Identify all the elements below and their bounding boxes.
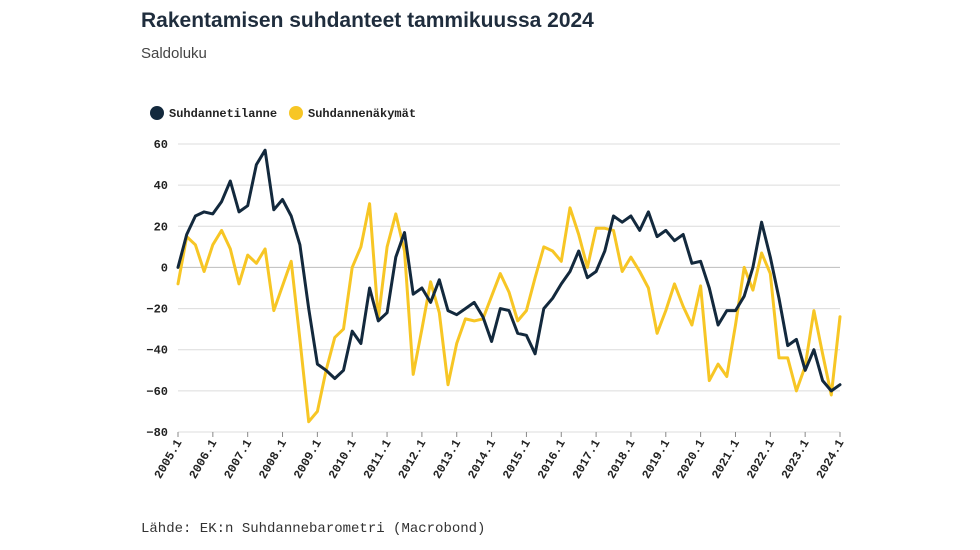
chart-subtitle: Saldoluku [141,45,207,62]
x-tick-label: 2011.1 [361,437,395,481]
legend: Suhdannetilanne Suhdannenäkymät [150,106,416,121]
legend-label-suhdannetilanne: Suhdannetilanne [169,107,277,121]
series-lines [176,148,842,424]
x-tick-label: 2008.1 [256,437,290,481]
y-tick-label: 0 [161,261,168,275]
y-tick-label: −80 [146,426,168,440]
x-tick-label: 2014.1 [465,437,499,481]
x-tick-label: 2016.1 [535,437,569,481]
series-line-suhdannetilanne [176,148,842,393]
x-tick-label: 2013.1 [430,437,464,481]
x-tick-label: 2009.1 [291,437,325,481]
y-tick-label: −40 [146,344,168,358]
x-tick-label: 2024.1 [814,437,848,481]
x-tick-label: 2019.1 [640,437,674,481]
y-axis: 60 40 20 0 −20 −40 −60 −80 [146,138,168,440]
legend-marker-suhdannenakymat [289,106,303,120]
y-tick-label: 40 [154,179,168,193]
source-note: Lähde: EK:n Suhdannebarometri (Macrobond… [141,521,486,537]
x-tick-label: 2020.1 [674,437,708,481]
y-tick-label: 60 [154,138,168,152]
legend-marker-suhdannetilanne [150,106,164,120]
x-tick-label: 2006.1 [187,437,221,481]
x-tick-label: 2010.1 [326,437,360,481]
y-tick-label: −60 [146,385,168,399]
x-tick-label: 2007.1 [221,437,255,481]
x-tick-label: 2015.1 [500,437,534,481]
y-tick-label: 20 [154,220,168,234]
chart-title: Rakentamisen suhdanteet tammikuussa 2024 [141,9,594,32]
gridlines [178,143,840,433]
x-tick-label: 2005.1 [152,437,186,481]
x-tick-label: 2021.1 [709,437,743,481]
x-tick-label: 2018.1 [605,437,639,481]
x-tick-label: 2022.1 [744,437,778,481]
y-tick-label: −20 [146,303,168,317]
x-tick-label: 2012.1 [396,437,430,481]
series-line-suhdannenakymat [176,202,842,424]
x-tick-label: 2023.1 [779,437,813,481]
legend-label-suhdannenakymat: Suhdannenäkymät [308,107,416,121]
x-tick-label: 2017.1 [570,437,604,481]
x-axis: 2005.1 2006.1 2007.1 2008.1 2009.1 2010.1 2011… [152,432,848,481]
